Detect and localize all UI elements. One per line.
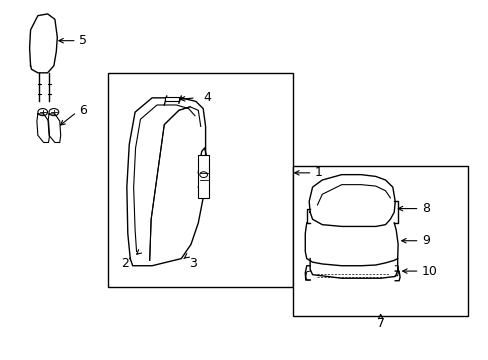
Text: 7: 7	[376, 317, 384, 330]
Text: 1: 1	[314, 166, 322, 179]
FancyBboxPatch shape	[164, 97, 179, 102]
Text: 3: 3	[189, 257, 197, 270]
Text: 9: 9	[421, 234, 429, 247]
Text: 6: 6	[79, 104, 87, 117]
Text: 4: 4	[203, 91, 211, 104]
FancyBboxPatch shape	[108, 73, 292, 287]
Text: 2: 2	[121, 257, 129, 270]
Text: 10: 10	[421, 265, 437, 278]
FancyBboxPatch shape	[292, 166, 467, 316]
Text: 8: 8	[421, 202, 429, 215]
Text: 5: 5	[79, 34, 87, 47]
FancyBboxPatch shape	[198, 155, 208, 198]
